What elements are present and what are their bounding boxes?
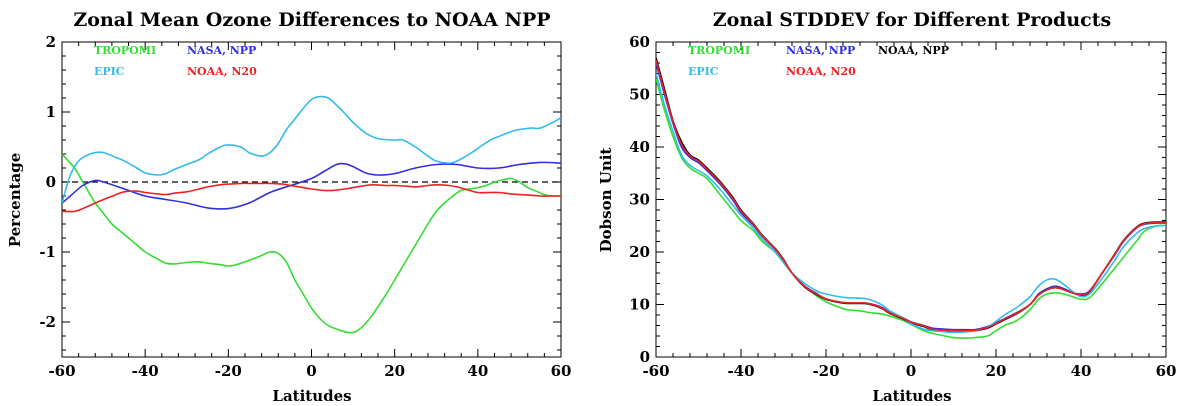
right-series-line-epic bbox=[656, 73, 1166, 334]
chart-right-title: Zonal STDDEV for Different Products bbox=[713, 9, 1111, 31]
left-series-line-epic bbox=[62, 95, 561, 204]
right-ytick-label: 40 bbox=[629, 138, 650, 156]
left-legend-entry: NOAA, N20 bbox=[187, 65, 257, 78]
right-ytick-label: 50 bbox=[629, 86, 650, 104]
right-xtick-label: 40 bbox=[1071, 362, 1092, 380]
left-series-group bbox=[62, 95, 561, 334]
right-series-group bbox=[656, 57, 1166, 339]
right-xtick-label: -60 bbox=[642, 362, 669, 380]
chart-left-plot-area: -60 -40 -20 0 20 40 60 -2 -1 0 1 2 TROPOMI EPIC NASA, … bbox=[39, 33, 571, 380]
right-xtick-label: -40 bbox=[727, 362, 754, 380]
chart-right-xlabel: Latitudes bbox=[872, 387, 951, 405]
left-ytick-label: -1 bbox=[39, 243, 56, 261]
right-legend-entry: NASA, NPP bbox=[786, 44, 855, 57]
right-series-line-tropomi bbox=[656, 78, 1166, 339]
right-xtick-label: -20 bbox=[812, 362, 839, 380]
left-ytick-label: -2 bbox=[39, 313, 56, 331]
right-ytick-label: 30 bbox=[629, 191, 650, 209]
right-ytick-label: 20 bbox=[629, 243, 650, 261]
right-ytick-label: 60 bbox=[629, 33, 650, 51]
right-legend-entry: TROPOMI bbox=[688, 44, 750, 57]
left-series-line-noaa-n20 bbox=[62, 182, 561, 213]
left-legend-entry: TROPOMI bbox=[94, 44, 156, 57]
left-legend-entry: NASA, NPP bbox=[187, 44, 256, 57]
left-xtick-label: 40 bbox=[467, 362, 488, 380]
right-ytick-label: 0 bbox=[640, 348, 650, 366]
right-legend-entry: NOAA, N20 bbox=[786, 65, 856, 78]
right-xtick-label: 60 bbox=[1156, 362, 1177, 380]
left-xtick-label: -40 bbox=[132, 362, 159, 380]
left-ytick-label: 2 bbox=[46, 33, 56, 51]
right-legend-entry: NOAA, NPP bbox=[878, 44, 949, 57]
left-series-line-tropomi bbox=[62, 153, 561, 334]
chart-right-ylabel: Dobson Unit bbox=[597, 148, 615, 253]
chart-right-plot-area: -60 -40 -20 0 20 40 60 0 10 20 30 40 50 60 TROPOMI EPIC… bbox=[629, 33, 1176, 380]
left-xtick-label: -60 bbox=[48, 362, 75, 380]
right-series-line-noaa-n20 bbox=[656, 60, 1166, 332]
chart-left-ylabel: Percentage bbox=[6, 153, 24, 248]
left-legend-entry: EPIC bbox=[94, 65, 125, 78]
left-series-line-nasa-npp bbox=[62, 161, 561, 210]
right-xtick-label: 0 bbox=[906, 362, 916, 380]
chart-left-title: Zonal Mean Ozone Differences to NOAA NPP bbox=[73, 9, 550, 31]
left-ytick-label: 1 bbox=[46, 103, 56, 121]
left-xtick-label: 0 bbox=[306, 362, 316, 380]
chart-right: Zonal STDDEV for Different Products Lati… bbox=[597, 9, 1176, 405]
right-xtick-label: 20 bbox=[986, 362, 1007, 380]
left-xtick-label: 20 bbox=[384, 362, 405, 380]
right-legend-entry: EPIC bbox=[688, 65, 719, 78]
chart-left-xlabel: Latitudes bbox=[272, 387, 351, 405]
right-ytick-label: 10 bbox=[629, 296, 650, 314]
left-xtick-label: 60 bbox=[551, 362, 572, 380]
left-xtick-label: -20 bbox=[215, 362, 242, 380]
left-plot-frame bbox=[61, 41, 562, 358]
chart-left: Zonal Mean Ozone Differences to NOAA NPP… bbox=[6, 9, 571, 405]
left-ytick-label: 0 bbox=[46, 173, 56, 191]
